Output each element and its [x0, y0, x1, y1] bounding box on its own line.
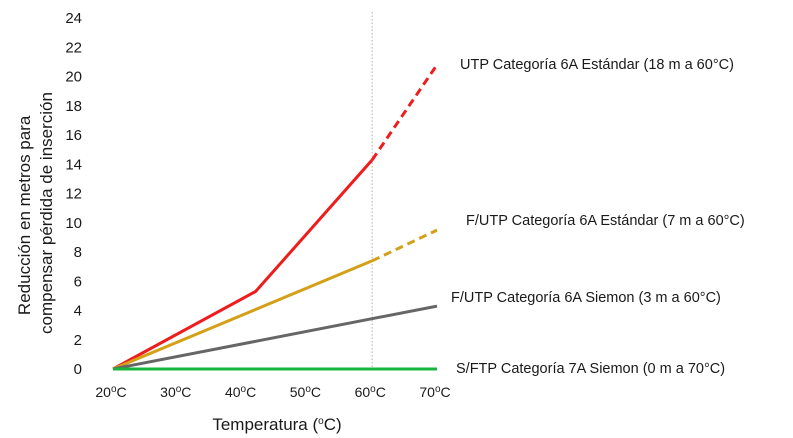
y-axis-title-line-1: Reducción en metros para: [15, 115, 34, 315]
series-labels: UTP Categoría 6A Estándar (18 m a 60°C) F…: [451, 57, 745, 377]
x-tick-label: 20oC: [95, 384, 126, 400]
y-tick-label: 12: [65, 186, 82, 203]
y-tick-label: 6: [74, 273, 82, 290]
y-tick-label: 20: [65, 69, 82, 86]
x-tick-label: 70oC: [419, 384, 450, 400]
x-tick-label: 40oC: [225, 384, 256, 400]
y-tick-label: 18: [65, 98, 82, 115]
series-line-1: [112, 158, 374, 371]
x-tick-label: 30oC: [160, 384, 191, 400]
series-label-2: F/UTP Categoría 6A Estándar (7 m a 60°C): [466, 213, 745, 229]
series-line-2: [112, 259, 373, 371]
series-line-2-projection: [371, 228, 438, 263]
series-label-4: S/FTP Categoría 7A Siemon (0 m a 70°C): [456, 361, 725, 377]
y-tick-label: 22: [65, 39, 82, 56]
series-line-3: [112, 304, 438, 371]
y-axis-title: Reducción en metros para compensar pérdi…: [15, 92, 56, 334]
x-axis-ticks: 20oC 30oC 40oC 50oC 60oC 70oC: [95, 384, 450, 400]
x-tick-label: 50oC: [290, 384, 321, 400]
y-tick-label: 4: [74, 303, 82, 320]
series-label-1: UTP Categoría 6A Estándar (18 m a 60°C): [460, 57, 734, 73]
series-label-3: F/UTP Categoría 6A Siemon (3 m a 60°C): [451, 290, 721, 306]
y-tick-label: 16: [65, 127, 82, 144]
y-tick-label: 2: [74, 332, 82, 349]
y-tick-label: 10: [65, 215, 82, 232]
y-tick-label: 24: [65, 10, 82, 27]
y-tick-label: 14: [65, 156, 82, 173]
x-tick-label: 60oC: [355, 384, 386, 400]
series-group: [112, 63, 439, 371]
y-tick-label: 8: [74, 244, 82, 261]
series-line-1-projection: [370, 63, 439, 161]
x-axis-title: Temperatura (oC): [212, 415, 341, 434]
y-axis-title-line-2: compensar pérdida de inserción: [37, 92, 56, 334]
y-tick-label: 0: [74, 361, 82, 378]
